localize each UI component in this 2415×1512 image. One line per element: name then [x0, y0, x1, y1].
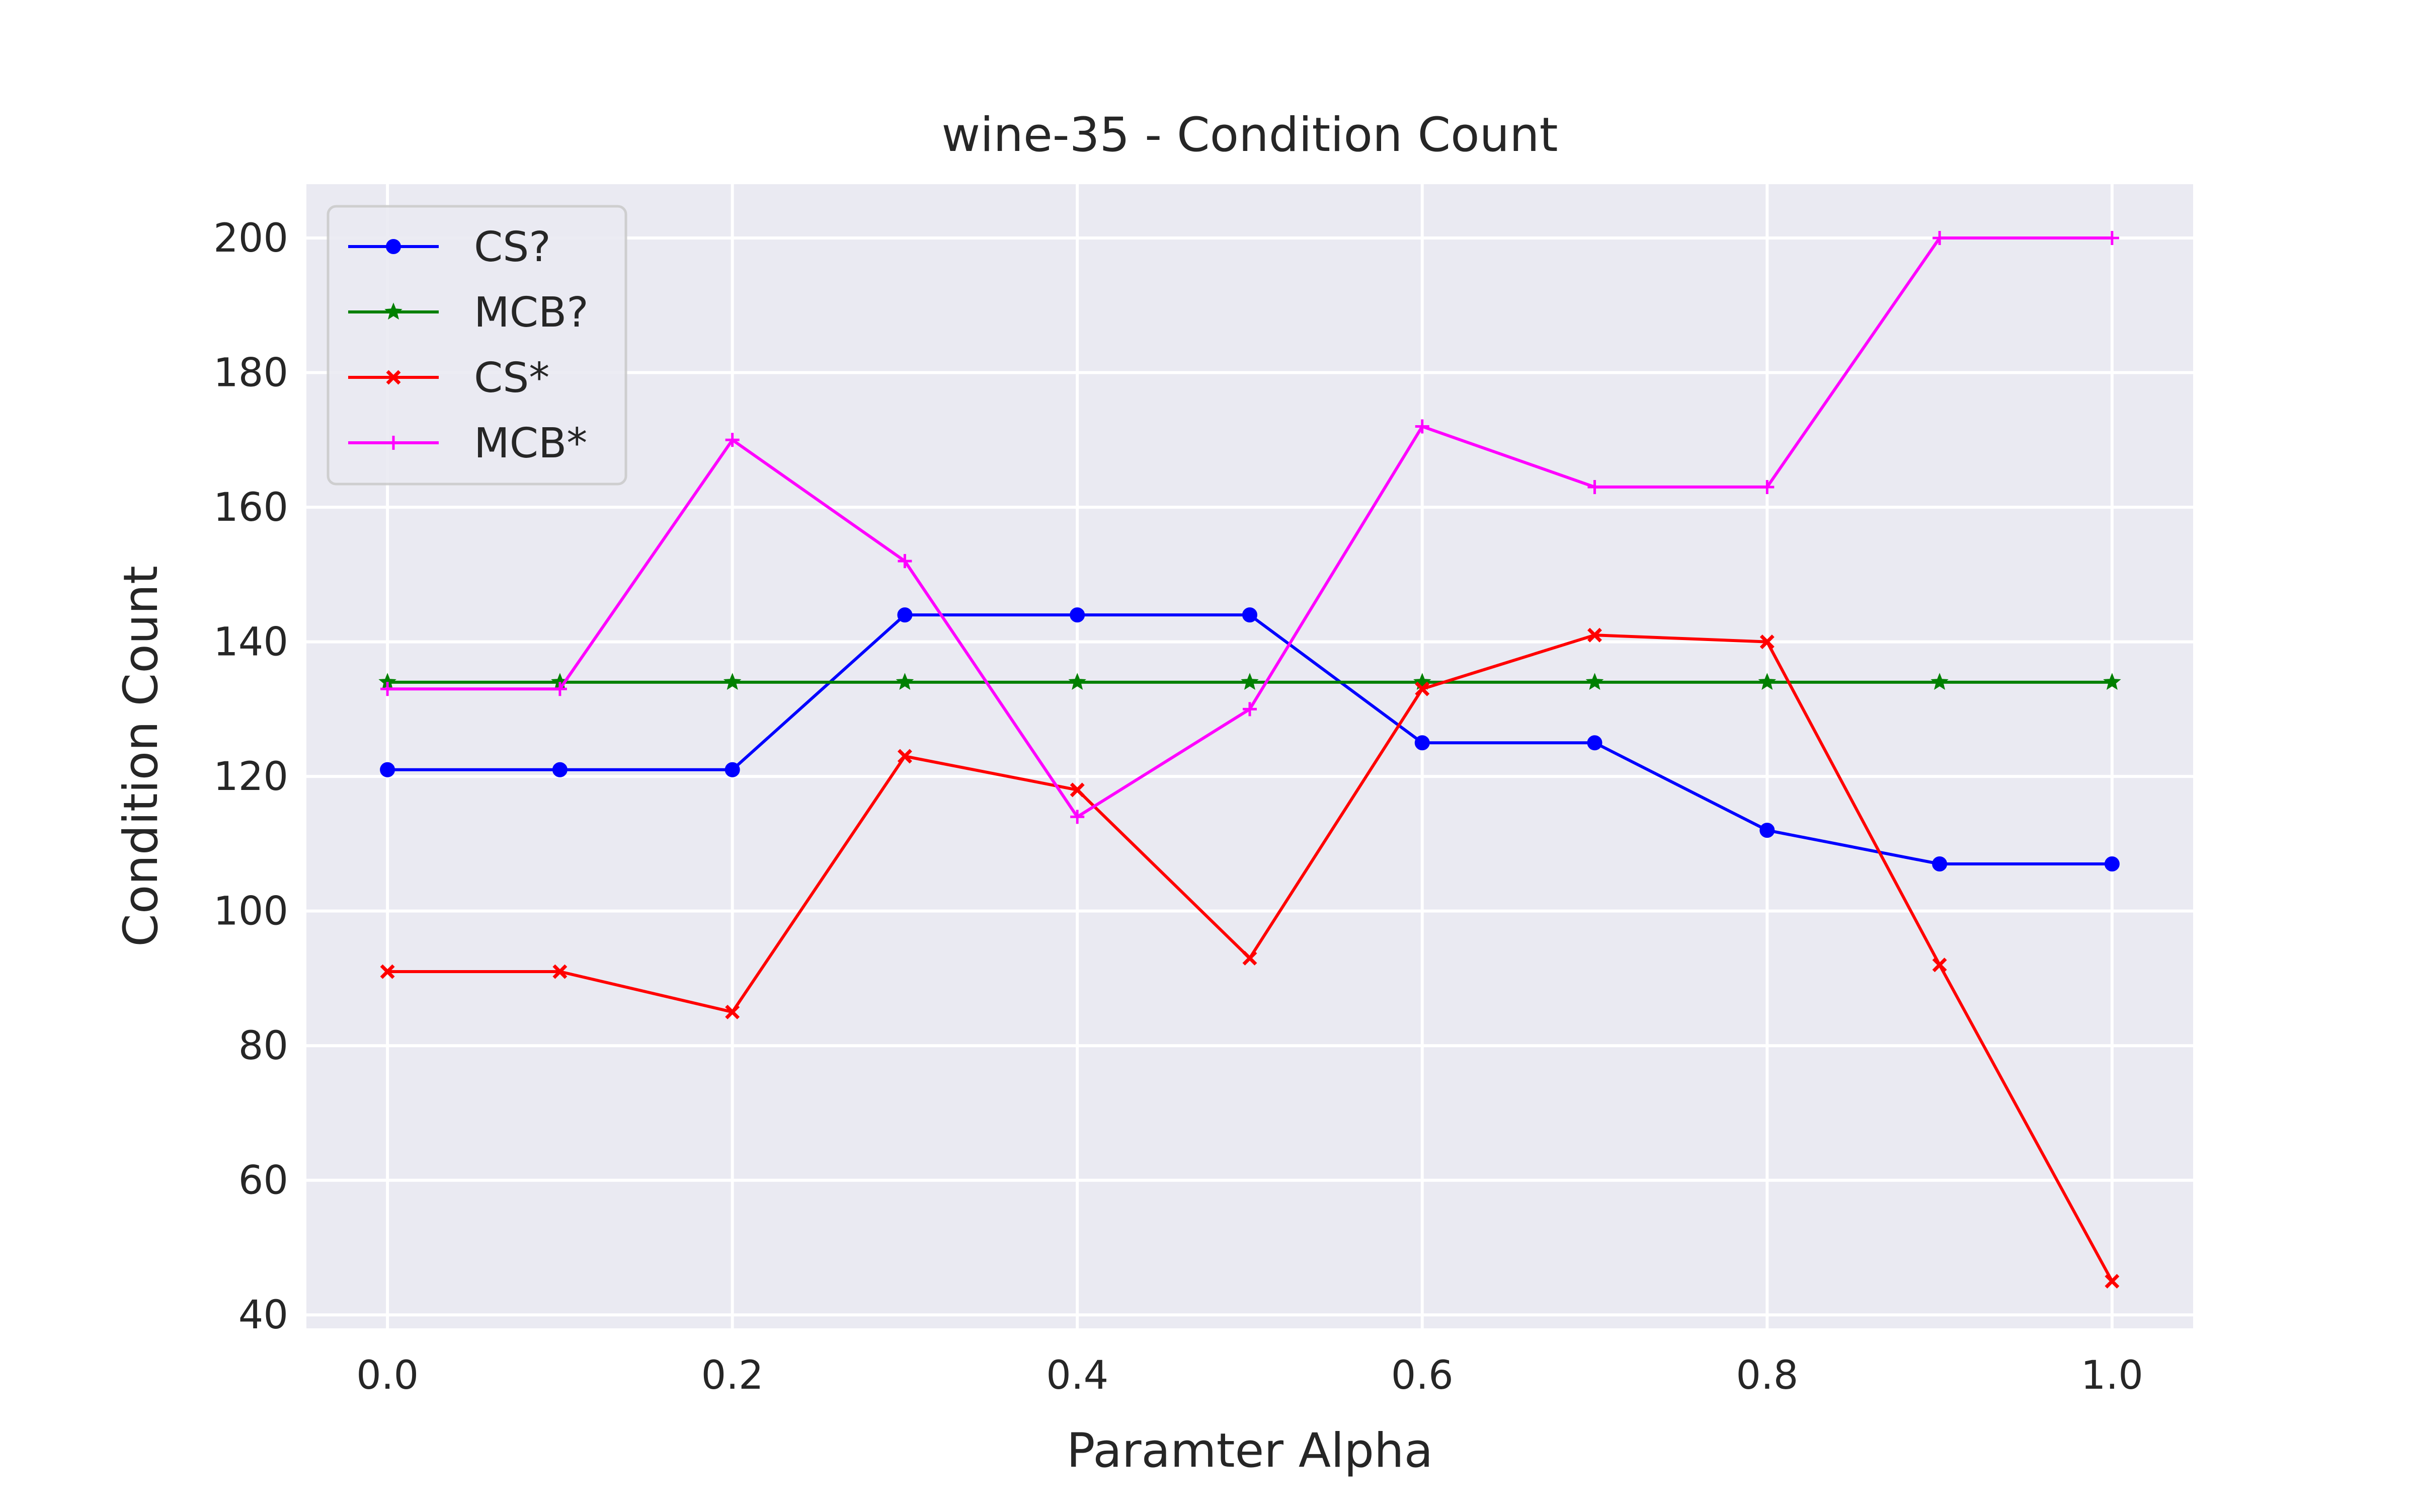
legend-marker [386, 436, 400, 450]
data-point [725, 762, 740, 777]
data-point [1414, 735, 1430, 751]
x-tick-label: 0.6 [1391, 1353, 1454, 1398]
y-tick-label: 100 [213, 889, 288, 934]
data-point [2105, 231, 2119, 246]
data-point [380, 762, 395, 777]
data-point [2103, 673, 2121, 690]
data-point [1242, 607, 1257, 623]
data-point [1930, 673, 1949, 690]
legend-label: MCB? [474, 289, 589, 337]
data-point [1587, 480, 1602, 494]
chart-title: wine-35 - Condition Count [941, 108, 1558, 163]
legend-label: CS? [474, 223, 551, 271]
data-point [1241, 673, 1259, 690]
data-point [1933, 231, 1947, 246]
y-tick-label: 40 [238, 1293, 288, 1338]
data-point [1413, 673, 1431, 690]
data-point [380, 964, 395, 979]
y-tick-label: 160 [213, 485, 288, 530]
data-point [1415, 419, 1429, 434]
y-tick-label: 140 [213, 620, 288, 665]
legend-item: CS* [348, 354, 549, 402]
data-point [1242, 950, 1257, 966]
legend-label: CS* [474, 354, 549, 402]
x-tick-label: 1.0 [2081, 1353, 2143, 1398]
y-tick-labels: 40 60 80 100 120 140 160 180 200 [213, 216, 288, 1338]
legend-marker [386, 370, 401, 385]
legend: CS? MCB? CS* MCB* [327, 205, 627, 486]
data-point [380, 682, 395, 696]
x-tick-label: 0.4 [1046, 1353, 1108, 1398]
y-tick-label: 180 [213, 351, 288, 396]
data-point [1760, 480, 1775, 494]
y-tick-label: 200 [213, 216, 288, 261]
x-axis-label: Paramter Alpha [1067, 1423, 1433, 1478]
series-mcb-1 [378, 673, 2121, 690]
data-point [1759, 823, 1775, 838]
data-point [1585, 673, 1604, 690]
x-tick-label: 0.0 [356, 1353, 419, 1398]
data-point [1759, 634, 1775, 650]
legend-item: MCB* [348, 420, 587, 467]
data-point [897, 749, 912, 764]
data-point [898, 554, 912, 569]
legend-item: CS? [348, 223, 551, 271]
data-point [552, 762, 568, 777]
x-tick-label: 0.8 [1736, 1353, 1798, 1398]
data-point [1758, 673, 1777, 690]
data-point [723, 673, 742, 690]
data-point [552, 964, 568, 979]
data-point [1587, 627, 1602, 643]
x-tick-label: 0.2 [701, 1353, 764, 1398]
series-mcb-3 [380, 231, 2119, 824]
y-tick-label: 80 [238, 1023, 288, 1069]
data-point [1070, 782, 1085, 798]
legend-marker [384, 302, 403, 320]
data-point [1070, 810, 1085, 824]
legend-item: MCB? [348, 289, 589, 337]
data-point [2104, 856, 2120, 872]
series-cs-2 [380, 627, 2120, 1289]
x-tick-labels: 0.0 0.2 0.4 0.6 0.8 1.0 [356, 1353, 2143, 1398]
series-cs-0 [380, 607, 2120, 872]
y-axis-label: Condition Count [114, 566, 169, 947]
data-point [725, 1004, 740, 1019]
series-lines [378, 231, 2121, 1289]
data-point [2105, 1274, 2120, 1289]
data-point [1415, 681, 1430, 696]
y-tick-label: 60 [238, 1158, 288, 1204]
data-point [1587, 735, 1602, 751]
legend-label: MCB* [474, 420, 587, 467]
legend-frame [327, 205, 627, 486]
data-point [897, 607, 913, 623]
data-point [1932, 856, 1948, 872]
legend-marker [386, 239, 401, 254]
data-point [1243, 702, 1257, 717]
data-point [1932, 958, 1947, 973]
data-point [725, 433, 740, 447]
data-point [1068, 673, 1086, 690]
grid-lines [306, 184, 2193, 1328]
data-point [896, 673, 914, 690]
data-point [1070, 607, 1085, 623]
data-point [552, 682, 567, 696]
y-tick-label: 120 [213, 754, 288, 800]
